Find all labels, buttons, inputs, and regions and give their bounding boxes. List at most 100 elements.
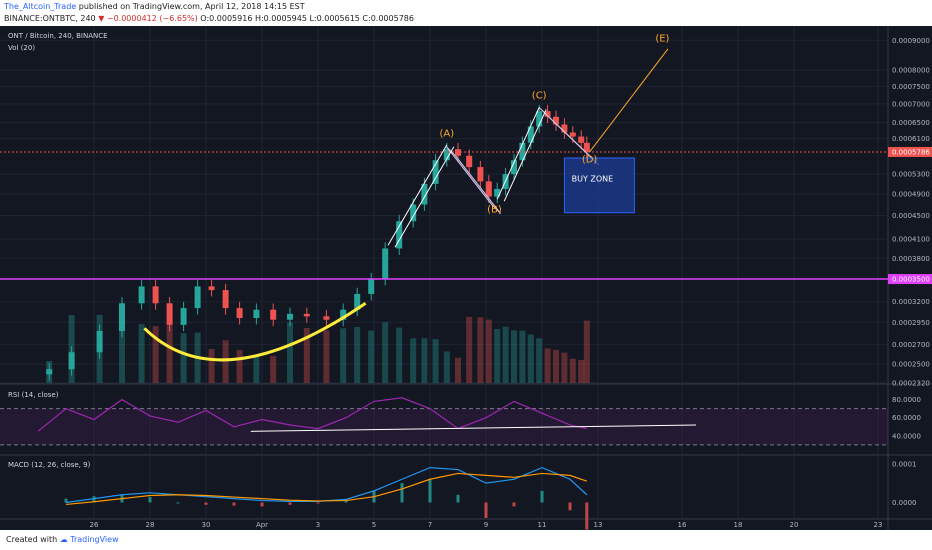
time-tick-label: 13 <box>594 521 603 529</box>
volume-bar <box>287 322 293 383</box>
cup-curve <box>143 302 367 362</box>
candle-body <box>578 136 585 143</box>
time-tick-label: 9 <box>484 521 488 529</box>
volume-bar <box>253 354 260 383</box>
time-tick-label: 5 <box>372 521 376 529</box>
price-tick-label: 0.0004900 <box>892 190 930 198</box>
candle-body <box>410 204 417 222</box>
tradingview-brand[interactable]: TradingView <box>70 535 119 544</box>
volume-bar <box>396 327 403 383</box>
legend-pair: ONT / Bitcoin, 240, BINANCE <box>8 32 108 40</box>
volume-bar <box>303 328 310 383</box>
macd-histogram-bar <box>428 479 432 503</box>
volume-bar <box>485 319 492 383</box>
candle-body <box>368 279 375 294</box>
time-tick-label: 11 <box>538 521 547 529</box>
macd-signal-line <box>65 472 587 506</box>
impulse-channel-c <box>503 109 547 202</box>
macd-tick-label: 0.0000 <box>892 499 917 507</box>
volume-bar <box>166 325 173 383</box>
candle-body <box>303 313 310 317</box>
candle-body <box>511 160 517 175</box>
support-price-tag <box>888 274 932 285</box>
volume-bar <box>382 322 389 383</box>
candle-body <box>222 290 229 309</box>
candle-body <box>270 309 277 320</box>
candle-body <box>544 111 551 117</box>
chart-area[interactable]: (A) (B) (C) (D) (E) BUY ZONE 0.0009000 0.00080… <box>0 26 932 530</box>
candle-body <box>553 116 559 125</box>
candle-body <box>68 352 75 370</box>
footer: Created with ☁ TradingView <box>0 530 932 550</box>
price-tick-label: 0.0007000 <box>892 100 930 108</box>
published-text: published on TradingView.com, April 12, … <box>78 2 305 11</box>
chart-svg[interactable]: (A) (B) (C) (D) (E) BUY ZONE 0.0009000 0.00080… <box>0 26 932 530</box>
candle-body <box>432 160 439 184</box>
rsi-tick-label: 60.0000 <box>892 414 921 422</box>
volume-bar <box>466 316 473 383</box>
candle-body <box>152 286 159 304</box>
candle-body <box>561 124 568 133</box>
macd-histogram-bar <box>400 483 404 503</box>
legend-macd: MACD (12, 26, close, 9) <box>8 461 91 469</box>
volume-bar <box>502 326 509 383</box>
price-tick-label: 0.0004500 <box>892 212 930 220</box>
volume-bar <box>443 351 450 383</box>
rsi-tick-label: 40.0000 <box>892 432 921 440</box>
volume-bar <box>354 326 361 383</box>
candle-body <box>569 132 576 137</box>
volume-bar <box>561 352 568 383</box>
time-tick-label: 18 <box>734 521 743 529</box>
macd-histogram-bar <box>148 497 152 503</box>
candle-body <box>253 309 260 319</box>
wave-label: (C) <box>532 90 547 101</box>
projection-line-e <box>589 48 669 153</box>
price-tick-label: 0.0002700 <box>892 341 930 349</box>
wave-label: (B) <box>487 205 502 216</box>
impulse-channel-a <box>394 146 455 248</box>
volume-bar <box>432 339 439 383</box>
candle-body <box>287 313 293 320</box>
time-tick-label: 20 <box>790 521 799 529</box>
rsi-line <box>37 397 587 432</box>
author-link[interactable]: The_Altcoin_Trade <box>4 2 77 11</box>
buy-zone-label: BUY ZONE <box>572 174 614 183</box>
candle-body <box>138 286 145 304</box>
price-tick-label: 0.0009000 <box>892 37 930 45</box>
candle-body <box>519 142 526 161</box>
volume-bar <box>527 334 534 383</box>
macd-histogram-bar <box>204 502 208 505</box>
last-price-tag <box>888 146 932 157</box>
volume-bar <box>536 338 543 383</box>
time-tick-label: 23 <box>874 521 883 529</box>
candle-body <box>323 316 330 320</box>
volume-bar <box>583 320 590 383</box>
candle-body <box>194 286 201 309</box>
candle-body <box>208 286 215 291</box>
rsi-band <box>0 408 888 445</box>
candle-body <box>536 111 543 127</box>
price-tick-label: 0.0005300 <box>892 171 930 179</box>
macd-histogram-bar <box>512 502 516 507</box>
volume-bar <box>270 355 277 383</box>
support-price-label: 0.0003500 <box>892 276 930 284</box>
volume-bar <box>569 358 576 383</box>
macd-histogram-bar <box>232 502 236 506</box>
volume-bar <box>152 326 159 383</box>
price-tick-label: 0.0003800 <box>892 255 930 263</box>
price-tick-label: 0.0007500 <box>892 83 930 91</box>
macd-histogram-bar <box>456 494 460 503</box>
price-tick-label: 0.0004100 <box>892 236 930 244</box>
macd-line <box>65 466 588 504</box>
price-tick-label: 0.0003200 <box>892 298 930 306</box>
last-price-label: 0.0005786 <box>892 148 930 156</box>
candle-body <box>180 308 187 325</box>
legend-rsi: RSI (14, close) <box>8 391 59 399</box>
price-change: ▼ −0.0000412 (−6.65%) <box>98 14 198 23</box>
wave-label: (E) <box>655 34 669 45</box>
time-tick-label: 26 <box>90 521 99 529</box>
volume-bar <box>340 328 347 383</box>
volume-bar <box>368 330 375 383</box>
price-tick-label: 0.0002320 <box>892 380 930 388</box>
macd-histogram-bar <box>484 502 488 518</box>
